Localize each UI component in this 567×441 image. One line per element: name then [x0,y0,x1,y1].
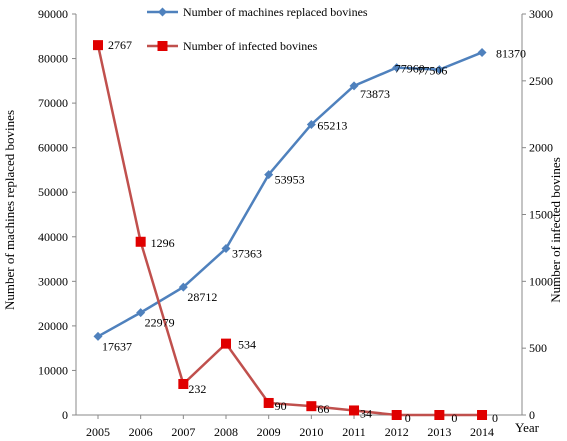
infected-bovines-point [178,378,189,389]
x-tick-label: 2009 [257,425,281,439]
machines-replaced-point [136,308,146,318]
infected-bovines-series-line [96,44,483,417]
y-left-tick-label: 90000 [38,7,68,21]
x-tick-label: 2007 [171,425,195,439]
machines-replaced-point [434,65,444,75]
x-tick-label: 2010 [299,425,323,439]
infected-bovines-data-label: 0 [405,411,411,425]
machines-replaced-data-label: 53953 [275,173,305,187]
machines-replaced-point [264,170,274,180]
legend-label-infected: Number of infected bovines [183,39,318,53]
infected-bovines-point [221,338,232,349]
machines-replaced-point [392,63,402,73]
machines-replaced-data-label: 22979 [145,316,175,330]
machines-replaced-point [221,244,231,254]
infected-bovines-data-label: 0 [492,411,498,425]
y-right-tick-label: 2500 [529,74,553,88]
tick-labels-group: 0100002000030000400005000060000700008000… [38,7,553,439]
x-tick-label: 2006 [129,425,153,439]
machines-replaced-data-label: 73873 [360,87,390,101]
infected-bovines-data-label: 66 [317,402,329,416]
y-right-tick-label: 0 [529,408,535,422]
infected-bovines-point [349,405,360,416]
machines-replaced-point [306,119,316,129]
infected-bovines-data-label: 90 [275,399,287,413]
machines-replaced-data-label: 37363 [232,247,262,261]
machines-replaced-point [93,331,103,341]
legend-marker-square [157,41,168,51]
infected-bovines-point [434,410,445,420]
y-left-tick-label: 60000 [38,141,68,155]
infected-bovines-point [93,40,103,51]
machines-replaced-point [349,81,359,91]
y-left-tick-label: 10000 [38,363,68,377]
infected-bovines-point [135,236,146,247]
machines-replaced-data-label: 77960 [395,62,425,76]
x-tick-label: 2008 [214,425,238,439]
infected-bovines-point [477,410,488,420]
y-left-tick-label: 70000 [38,96,68,110]
x-tick-label: 2011 [342,425,366,439]
machines-replaced-data-label: 65213 [317,118,347,132]
infected-bovines-point [391,410,402,420]
x-axis-title: Year [515,420,540,435]
x-tick-label: 2013 [427,425,451,439]
x-tick-label: 2005 [86,425,110,439]
data-labels-group: 17637 22979 28712 37363 53953 65213 73873 77960… [102,38,526,425]
y-right-tick-label: 1000 [529,274,553,288]
legend-label-machines: Number of machines replaced bovines [183,5,368,19]
y-axis-left-title: Number of machines replaced bovines [2,110,17,310]
machines-replaced-series-line [97,51,483,338]
y-axis-right-title: Number of infected bovines [548,157,563,302]
series-group [93,40,488,420]
machines-replaced-point [477,47,487,57]
y-left-tick-label: 50000 [38,185,68,199]
infected-bovines-data-label: 34 [360,406,372,420]
y-left-tick-label: 80000 [38,52,68,66]
y-left-tick-label: 20000 [38,319,68,333]
x-tick-label: 2014 [470,425,494,439]
machines-replaced-data-label: 17637 [102,339,132,353]
legend-marker-diamond [158,7,167,17]
y-right-tick-label: 3000 [529,7,553,21]
machines-replaced-point [178,282,188,292]
infected-bovines-data-label: 0 [451,411,457,425]
y-right-tick-label: 1500 [529,208,553,222]
machines-replaced-data-label: 28712 [187,290,217,304]
y-left-tick-label: 30000 [38,274,68,288]
machines-replaced-data-label: 81370 [496,46,526,60]
infected-bovines-data-label: 534 [238,338,256,352]
y-right-tick-label: 2000 [529,141,553,155]
infected-bovines-point [263,397,274,408]
machines-replaced-data-label: 77506 [417,64,447,78]
infected-bovines-data-label: 232 [188,382,206,396]
y-left-tick-label: 40000 [38,230,68,244]
y-right-tick-label: 500 [529,341,547,355]
axes-group [72,13,526,419]
legend: Number of machines replaced bovines Numbe… [147,5,368,53]
infected-bovines-data-label: 2767 [108,38,132,52]
infected-bovines-point [306,401,317,412]
infected-bovines-data-label: 1296 [151,236,175,250]
x-tick-label: 2012 [385,425,409,439]
y-left-tick-label: 0 [62,408,68,422]
